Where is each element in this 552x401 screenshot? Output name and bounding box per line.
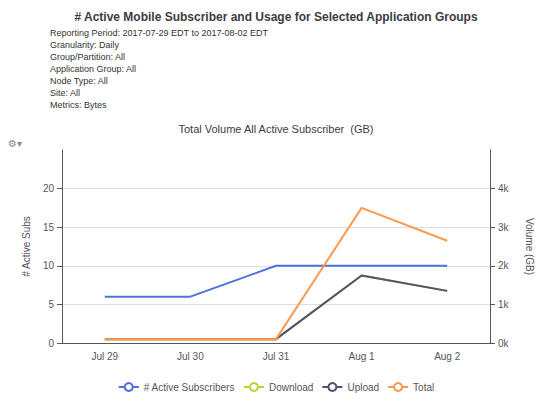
svg-text:Aug 1: Aug 1 — [349, 351, 376, 362]
svg-text:Jul 29: Jul 29 — [91, 351, 118, 362]
svg-text:0k: 0k — [498, 338, 510, 349]
svg-text:Application Group: All: Application Group: All — [50, 64, 136, 74]
svg-text:Granularity: Daily: Granularity: Daily — [50, 40, 120, 50]
svg-text:Metrics: Bytes: Metrics: Bytes — [50, 100, 107, 110]
svg-text:0: 0 — [48, 338, 54, 349]
svg-text:Aug 2: Aug 2 — [434, 351, 461, 362]
svg-text:3k: 3k — [498, 222, 510, 233]
svg-text:Jul 31: Jul 31 — [263, 351, 290, 362]
svg-text:# Active Mobile Subscriber and: # Active Mobile Subscriber and Usage for… — [74, 10, 478, 24]
svg-text:Total Volume All Active Subscr: Total Volume All Active Subscriber (GB) — [178, 123, 373, 135]
svg-text:# Active Subscribers: # Active Subscribers — [144, 382, 235, 393]
svg-text:Jul 30: Jul 30 — [177, 351, 204, 362]
svg-text:15: 15 — [43, 222, 55, 233]
svg-text:Volume (GB): Volume (GB) — [524, 218, 535, 275]
svg-text:Node Type: All: Node Type: All — [50, 76, 108, 86]
svg-text:Upload: Upload — [347, 382, 379, 393]
svg-text:20: 20 — [43, 183, 55, 194]
svg-text:2k: 2k — [498, 260, 510, 271]
svg-text:Group/Partition: All: Group/Partition: All — [50, 52, 125, 62]
svg-text:⚙▾: ⚙▾ — [8, 138, 22, 149]
svg-text:4k: 4k — [498, 183, 510, 194]
svg-text:Site: All: Site: All — [50, 88, 80, 98]
svg-text:Reporting Period: 2017-07-29 E: Reporting Period: 2017-07-29 EDT to 2017… — [50, 28, 268, 38]
svg-text:# Active Subs: # Active Subs — [21, 216, 32, 277]
svg-text:Download: Download — [269, 382, 313, 393]
svg-text:5: 5 — [48, 299, 54, 310]
svg-text:10: 10 — [43, 260, 55, 271]
svg-text:1k: 1k — [498, 299, 510, 310]
svg-text:Total: Total — [413, 382, 434, 393]
